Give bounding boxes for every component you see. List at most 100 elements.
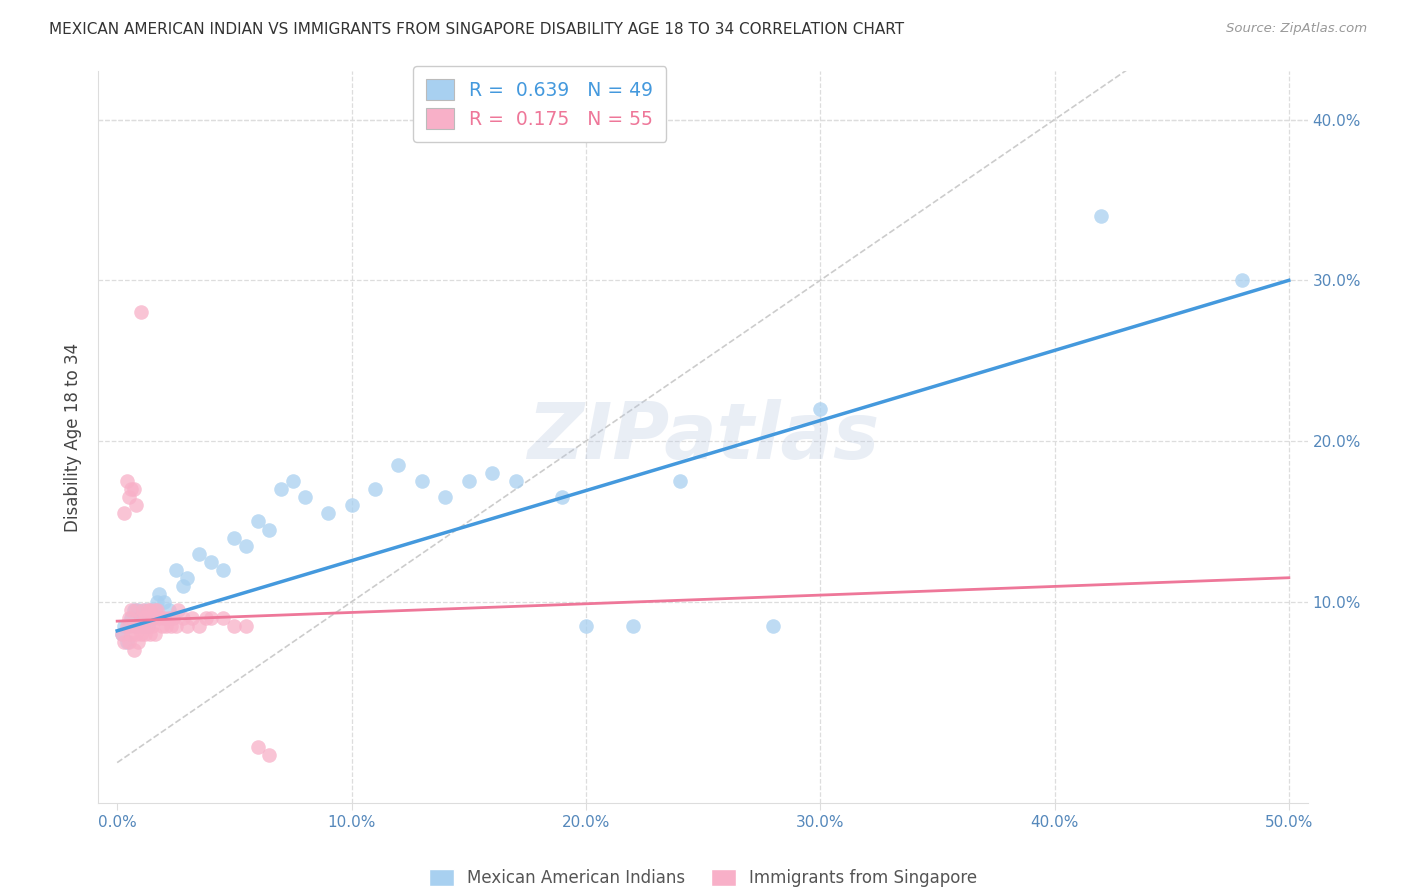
Point <box>165 619 187 633</box>
Point <box>129 627 152 641</box>
Point <box>211 611 233 625</box>
Point <box>120 627 142 641</box>
Point <box>125 603 148 617</box>
Point <box>224 619 246 633</box>
Point <box>200 555 222 569</box>
Point <box>211 563 233 577</box>
Point <box>132 619 155 633</box>
Point <box>188 547 211 561</box>
Point <box>143 627 166 641</box>
Point <box>148 611 170 625</box>
Point <box>118 619 141 633</box>
Point <box>139 627 162 641</box>
Point <box>127 619 149 633</box>
Point <box>134 627 156 641</box>
Point <box>127 603 149 617</box>
Point <box>176 571 198 585</box>
Point <box>139 603 162 617</box>
Text: MEXICAN AMERICAN INDIAN VS IMMIGRANTS FROM SINGAPORE DISABILITY AGE 18 TO 34 COR: MEXICAN AMERICAN INDIAN VS IMMIGRANTS FR… <box>49 22 904 37</box>
Point <box>134 603 156 617</box>
Point <box>176 619 198 633</box>
Point <box>146 595 169 609</box>
Point <box>259 523 281 537</box>
Point <box>143 603 166 617</box>
Point <box>141 611 163 625</box>
Point <box>148 587 170 601</box>
Point <box>127 635 149 649</box>
Point <box>259 747 281 762</box>
Point <box>122 603 145 617</box>
Point <box>316 507 339 521</box>
Point <box>188 619 211 633</box>
Point <box>551 491 574 505</box>
Point <box>129 611 152 625</box>
Point <box>172 611 194 625</box>
Point <box>181 611 204 625</box>
Point <box>132 619 155 633</box>
Point <box>129 611 152 625</box>
Point <box>340 499 363 513</box>
Point <box>122 643 145 657</box>
Point <box>125 619 148 633</box>
Point <box>120 603 142 617</box>
Point <box>111 627 134 641</box>
Point <box>172 579 194 593</box>
Point <box>143 603 166 617</box>
Point <box>120 483 142 497</box>
Text: Source: ZipAtlas.com: Source: ZipAtlas.com <box>1226 22 1367 36</box>
Point <box>281 475 304 489</box>
Point <box>153 595 176 609</box>
Point <box>387 458 409 473</box>
Point <box>411 475 433 489</box>
Point <box>150 619 173 633</box>
Point <box>112 507 135 521</box>
Legend: Mexican American Indians, Immigrants from Singapore: Mexican American Indians, Immigrants fro… <box>422 863 984 892</box>
Point <box>125 499 148 513</box>
Point <box>122 619 145 633</box>
Point <box>122 483 145 497</box>
Point <box>129 305 152 319</box>
Point <box>136 603 159 617</box>
Point <box>246 515 269 529</box>
Point <box>668 475 690 489</box>
Point <box>1230 273 1253 287</box>
Point <box>621 619 644 633</box>
Point <box>112 619 135 633</box>
Point <box>270 483 292 497</box>
Point <box>157 603 180 617</box>
Point <box>115 475 138 489</box>
Point <box>111 627 134 641</box>
Y-axis label: Disability Age 18 to 34: Disability Age 18 to 34 <box>65 343 83 532</box>
Point <box>1090 209 1112 223</box>
Point <box>153 611 176 625</box>
Point <box>294 491 316 505</box>
Point <box>141 619 163 633</box>
Point <box>141 611 163 625</box>
Point <box>132 603 155 617</box>
Point <box>167 603 190 617</box>
Point <box>457 475 479 489</box>
Text: ZIPatlas: ZIPatlas <box>527 399 879 475</box>
Point <box>808 401 831 416</box>
Point <box>162 611 184 625</box>
Point <box>139 603 162 617</box>
Point <box>155 619 177 633</box>
Point <box>364 483 387 497</box>
Point <box>115 619 138 633</box>
Point <box>224 531 246 545</box>
Point <box>115 635 138 649</box>
Point <box>195 611 218 625</box>
Point <box>118 491 141 505</box>
Point <box>136 619 159 633</box>
Point <box>118 635 141 649</box>
Point <box>762 619 785 633</box>
Point <box>235 619 257 633</box>
Point <box>157 611 180 625</box>
Point <box>481 467 503 481</box>
Point <box>505 475 527 489</box>
Point <box>112 635 135 649</box>
Point <box>246 739 269 754</box>
Point <box>575 619 598 633</box>
Point <box>136 619 159 633</box>
Point <box>118 611 141 625</box>
